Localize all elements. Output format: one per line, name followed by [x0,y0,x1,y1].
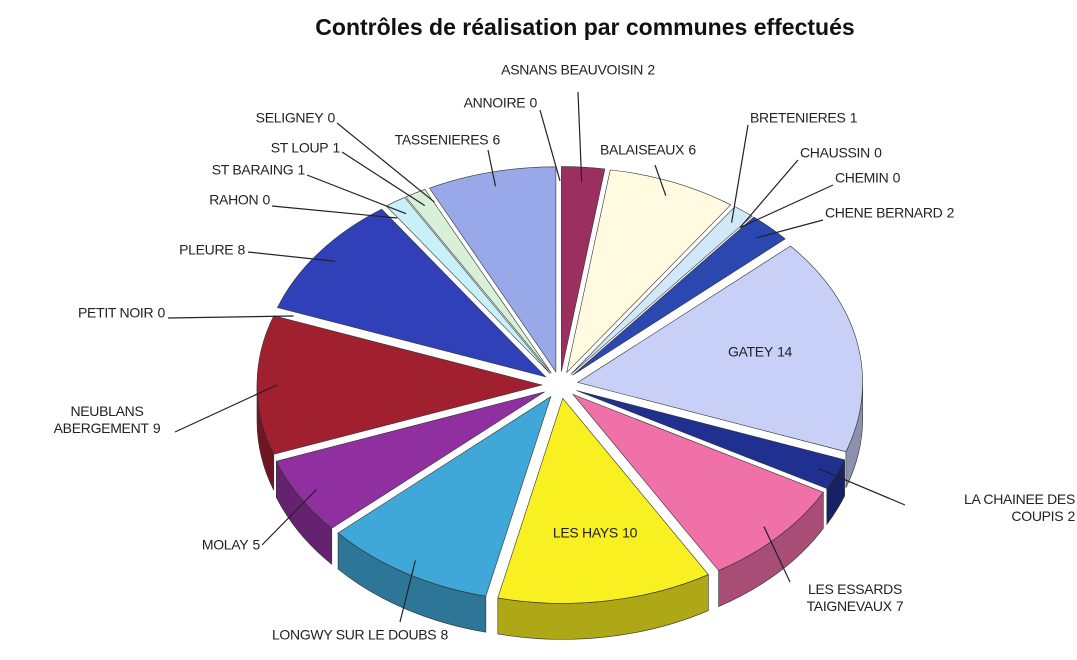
slice-label: PLEURE 8 [179,242,245,259]
leader-line [739,159,799,228]
slice-label: GATEY 14 [728,344,792,361]
value-label: 7 [895,598,904,614]
leader-line [271,205,398,219]
slice [497,397,709,604]
slice-label: LES HAYS 10 [552,524,638,542]
value-label: 14 [777,343,793,360]
slice-label: ST LOUP 1 [270,139,341,157]
slice [428,166,557,373]
value-label: 0 [262,191,271,208]
category-name: LES ESSARDS TAIGNEVAUX [806,581,903,614]
slice [256,315,544,455]
slice-label: PETIT NOIR 0 [78,305,165,322]
leader-line [167,315,294,319]
value-label: 0 [892,169,901,186]
slice-label: BALAISEAUX 6 [600,142,696,159]
category-name: LES HAYS [552,524,618,541]
slice-label: ASNANS BEAUVOISIN 2 [468,62,688,79]
value-label: 0 [529,94,538,111]
slice-label: CHEMIN 0 [835,170,900,187]
category-name: GATEY [727,343,773,360]
slice-label: LA CHAINEE DES COUPIS 2 [900,491,1075,525]
slice-label: LES ESSARDS TAIGNEVAUX 7 [785,581,925,615]
value-label: 2 [1067,508,1076,524]
category-name: CHAUSSIN [800,144,870,161]
leader-line [539,109,561,182]
value-label: 5 [252,536,261,553]
value-label: 0 [157,304,166,321]
value-label: 6 [688,141,696,158]
category-name: BRETENIERES [750,109,846,126]
category-name: TASSENIERES [394,131,489,148]
value-label: 1 [849,109,858,126]
chart-title: Contrôles de réalisation par communes ef… [315,14,855,40]
leader-line [487,149,497,187]
category-name: SELIGNEY [255,109,324,126]
leader-line [341,151,426,207]
category-name: LA CHAINEE DES COUPIS [964,491,1075,524]
leader-line [247,251,335,262]
category-name: NEUBLANS ABERGEMENT [53,403,149,436]
slice [277,208,547,378]
value-label: 9 [152,420,161,436]
slice [572,393,824,571]
leader-line [306,174,407,215]
slice [561,166,606,372]
category-name: LONGWY SUR LE DOUBS [271,626,437,643]
slice-label: ST BARAING 1 [211,161,306,179]
leader-line [577,91,583,182]
slice-label: CHAUSSIN 0 [800,145,882,162]
category-name: ANNOIRE [463,94,526,111]
slice [566,169,732,374]
category-name: PETIT NOIR [78,304,154,321]
slice-label: ANNOIRE 0 [463,94,538,112]
category-name: PLEURE [179,241,234,258]
category-name: ST BARAING [211,161,294,178]
value-label: 6 [492,131,501,148]
value-label: 8 [440,626,449,643]
category-name: RAHON [209,191,259,208]
slice-label: MOLAY 5 [202,537,260,554]
slice-label: BRETENIERES 1 [750,110,857,127]
value-label: 10 [622,524,638,541]
leader-line [739,184,834,229]
slice [337,395,552,597]
leader-line [174,384,278,433]
category-name: CHENE BERNARD [825,204,943,221]
leader-line [336,122,435,203]
slice [275,391,545,529]
value-label: 1 [332,139,341,156]
slice [576,245,863,453]
slice-label: LONGWY SUR LE DOUBS 8 [270,627,450,644]
category-name: CHEMIN [835,169,889,186]
leader-line [399,560,416,623]
value-label: 0 [327,109,336,126]
category-name: ASNANS BEAUVOISIN [501,61,644,78]
slice [576,390,846,489]
value-label: 0 [874,144,882,161]
leader-line [654,164,667,196]
value-label: 1 [297,161,306,178]
slice-label: NEUBLANS ABERGEMENT 9 [37,403,177,437]
leader-line [756,219,824,239]
slice-label: RAHON 0 [209,192,270,209]
leader-line [261,488,318,546]
value-label: 8 [237,241,246,258]
leader-line [763,526,791,583]
leader-line [818,467,906,506]
category-name: BALAISEAUX [600,141,685,158]
value-label: 2 [647,61,655,78]
category-name: ST LOUP [270,139,329,156]
slice-label: TASSENIERES 6 [394,131,501,149]
value-label: 2 [946,204,955,221]
category-name: MOLAY [201,536,249,553]
slice-label: SELIGNEY 0 [255,109,336,127]
slice [572,216,786,376]
slice [405,189,552,374]
slice-label: CHENE BERNARD 2 [825,205,954,222]
leader-line [731,124,749,223]
